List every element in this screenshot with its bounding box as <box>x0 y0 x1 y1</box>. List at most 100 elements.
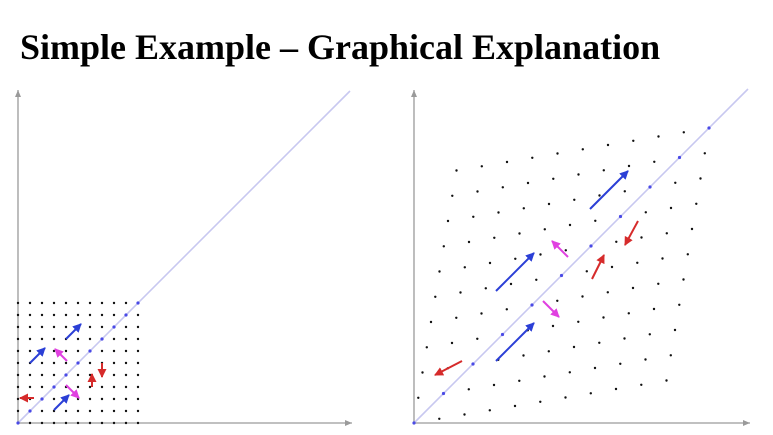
grid-point <box>535 278 538 281</box>
diagonal-point <box>76 361 80 365</box>
grid-points <box>417 131 706 420</box>
grid-point <box>644 358 647 361</box>
grid-point <box>40 301 44 305</box>
grid-point <box>124 301 128 305</box>
grid-point <box>64 325 68 329</box>
grid-point <box>594 219 597 222</box>
grid-point <box>28 301 32 305</box>
grid-point <box>505 308 508 311</box>
grid-point <box>52 325 56 329</box>
grid-point <box>76 301 80 305</box>
grid-point <box>627 164 631 168</box>
grid-point <box>16 385 20 389</box>
diagonal-point <box>124 313 128 317</box>
grid-point <box>610 265 614 269</box>
grid-point <box>76 337 80 341</box>
grid-point <box>112 361 116 365</box>
grid-point <box>28 385 32 389</box>
grid-point <box>88 301 92 305</box>
grid-point <box>64 313 68 317</box>
grid-point <box>40 373 44 377</box>
grid-point <box>493 236 496 239</box>
left-diagram <box>15 90 352 426</box>
grid-point <box>16 337 20 341</box>
grid-point <box>492 383 496 387</box>
grid-point <box>451 194 454 197</box>
diagonal-point <box>100 337 104 341</box>
grid-point <box>467 240 471 244</box>
grid-point <box>100 409 104 413</box>
grid-point <box>652 307 656 311</box>
grid-point <box>52 313 56 317</box>
grid-point <box>112 337 116 341</box>
grid-point <box>602 316 605 319</box>
grid-point <box>648 333 651 336</box>
grid-point <box>488 261 492 265</box>
grid-point <box>136 409 140 413</box>
grid-point <box>543 375 546 378</box>
grid-point <box>28 349 32 353</box>
diagonal-point <box>64 373 68 377</box>
grid-point <box>88 325 92 329</box>
grid-point <box>573 198 576 201</box>
grid-point <box>52 337 56 341</box>
grid-point <box>556 152 559 155</box>
grid-point <box>16 361 20 365</box>
grid-point <box>112 397 116 401</box>
diagonal-point <box>589 244 593 248</box>
grid-point <box>577 173 580 176</box>
diagonal-point <box>88 349 92 353</box>
grid-point <box>112 349 116 353</box>
diagonal-point <box>471 362 475 366</box>
grid-point <box>585 270 588 273</box>
grid-point <box>463 413 466 416</box>
grid-point <box>547 350 550 353</box>
grid-point <box>513 404 517 408</box>
grid-point <box>76 409 80 413</box>
arrow-blue <box>53 394 70 411</box>
diagonal-point <box>441 391 446 396</box>
grid-point <box>673 328 677 332</box>
grid-point <box>438 417 441 420</box>
grid-point <box>40 421 44 425</box>
grid-point <box>539 253 542 256</box>
arrow-red <box>591 254 605 280</box>
grid-point <box>88 361 92 365</box>
grid-point <box>615 240 618 243</box>
grid-point <box>136 361 140 365</box>
grid-point <box>653 160 656 163</box>
grid-point <box>40 313 44 317</box>
grid-point <box>16 325 20 329</box>
grid-point <box>674 181 677 184</box>
grid-point <box>614 387 618 391</box>
grid-point <box>484 287 487 290</box>
grid-point <box>661 257 664 260</box>
grid-point <box>124 409 128 413</box>
grid-point <box>88 385 92 389</box>
grid-point <box>572 345 576 349</box>
grid-point <box>623 190 626 193</box>
grid-point <box>28 313 32 317</box>
diagonal-point <box>40 397 44 401</box>
grid-point <box>669 206 673 210</box>
diagonal-line <box>17 90 351 424</box>
grid-point <box>40 385 44 389</box>
grid-point <box>665 232 668 235</box>
grid-point <box>657 135 660 138</box>
grid-point <box>64 409 68 413</box>
grid-point <box>665 379 668 382</box>
diagonal-point <box>707 126 711 130</box>
grid-point <box>552 177 555 180</box>
grid-point <box>450 341 454 345</box>
grid-point <box>678 303 681 306</box>
grid-point <box>136 349 140 353</box>
grid-point <box>88 313 92 317</box>
grid-point <box>467 388 470 391</box>
diagonal-point <box>52 385 56 389</box>
grid-point <box>112 301 116 305</box>
diagonal-point <box>559 273 564 278</box>
diagonal-line <box>413 88 749 424</box>
grid-point <box>699 177 702 180</box>
grid-point <box>640 236 643 239</box>
grid-point <box>488 409 491 412</box>
